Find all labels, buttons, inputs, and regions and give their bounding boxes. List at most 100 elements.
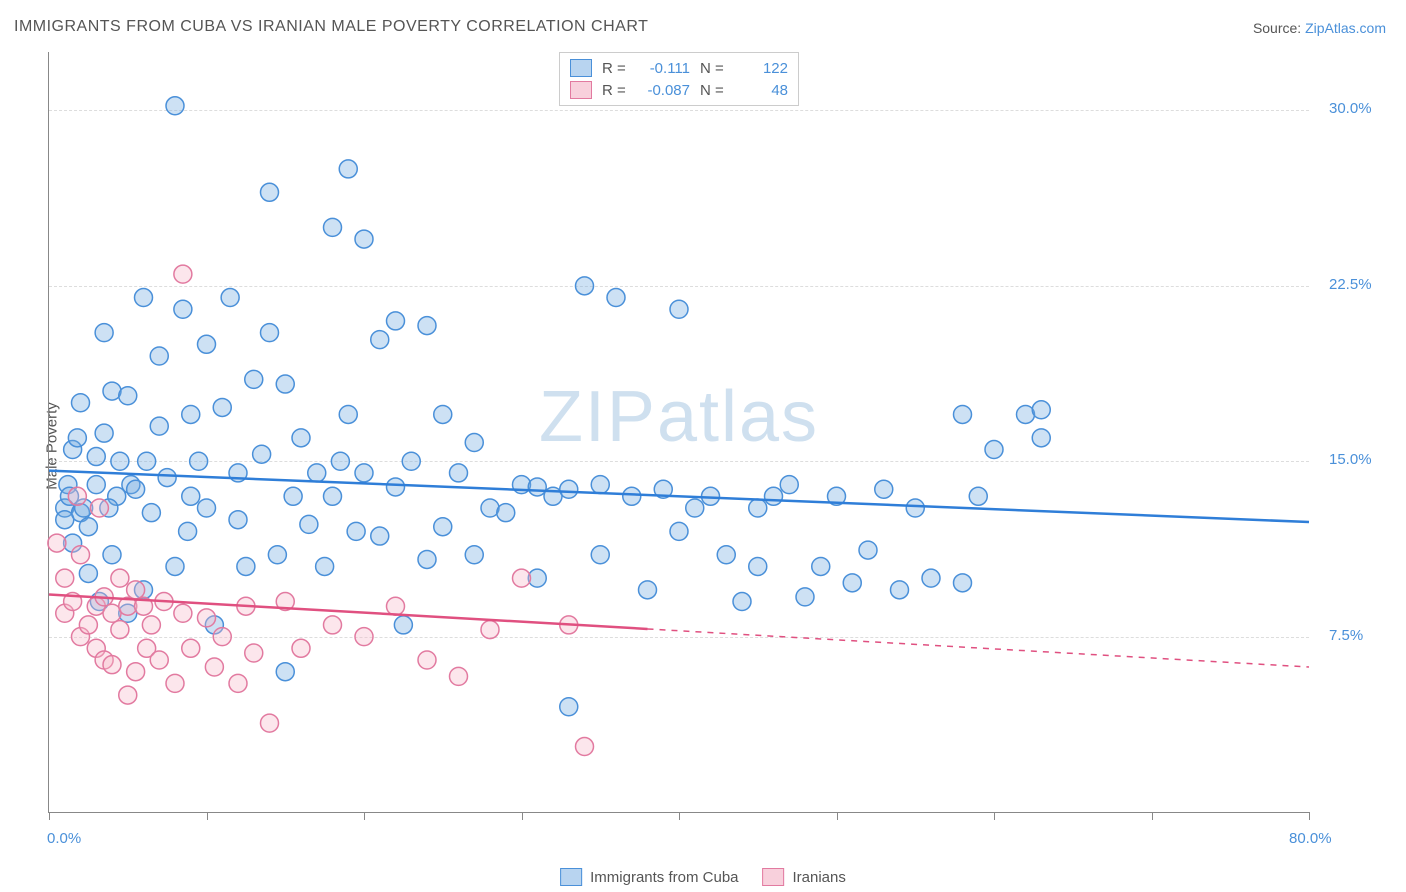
data-point xyxy=(969,487,987,505)
data-point xyxy=(135,289,153,307)
data-point xyxy=(268,546,286,564)
data-point xyxy=(103,546,121,564)
data-point xyxy=(402,452,420,470)
legend-series: Immigrants from Cuba Iranians xyxy=(560,868,846,886)
data-point xyxy=(87,448,105,466)
data-point xyxy=(316,557,334,575)
data-point xyxy=(142,504,160,522)
data-point xyxy=(576,277,594,295)
data-point xyxy=(158,469,176,487)
data-point xyxy=(142,616,160,634)
data-point xyxy=(87,476,105,494)
data-point xyxy=(48,534,66,552)
swatch-iranians xyxy=(570,81,592,99)
swatch-cuba-bottom xyxy=(560,868,582,886)
data-point xyxy=(284,487,302,505)
scatter-svg xyxy=(49,52,1309,812)
data-point xyxy=(717,546,735,564)
data-point xyxy=(127,480,145,498)
data-point xyxy=(245,644,263,662)
x-tick xyxy=(1309,812,1310,820)
x-tick xyxy=(522,812,523,820)
legend-label-cuba: Immigrants from Cuba xyxy=(590,869,738,886)
data-point xyxy=(95,324,113,342)
data-point xyxy=(174,604,192,622)
data-point xyxy=(780,476,798,494)
data-point xyxy=(150,347,168,365)
data-point xyxy=(324,218,342,236)
data-point xyxy=(560,698,578,716)
data-point xyxy=(229,511,247,529)
data-point xyxy=(528,478,546,496)
data-point xyxy=(639,581,657,599)
data-point xyxy=(166,97,184,115)
data-point xyxy=(72,394,90,412)
data-point xyxy=(985,441,1003,459)
data-point xyxy=(749,557,767,575)
data-point xyxy=(355,628,373,646)
data-point xyxy=(198,499,216,517)
data-point xyxy=(166,557,184,575)
data-point xyxy=(190,452,208,470)
data-point xyxy=(875,480,893,498)
data-point xyxy=(371,527,389,545)
y-tick-label: 15.0% xyxy=(1329,451,1372,468)
data-point xyxy=(213,398,231,416)
data-point xyxy=(954,405,972,423)
data-point xyxy=(954,574,972,592)
data-point xyxy=(166,674,184,692)
data-point xyxy=(237,557,255,575)
data-point xyxy=(56,569,74,587)
data-point xyxy=(607,289,625,307)
data-point xyxy=(221,289,239,307)
data-point xyxy=(859,541,877,559)
source-label: Source: xyxy=(1253,20,1301,36)
data-point xyxy=(111,569,129,587)
data-point xyxy=(591,476,609,494)
n-value-cuba: 122 xyxy=(738,60,788,77)
r-value-iranians: -0.087 xyxy=(640,82,690,99)
data-point xyxy=(465,546,483,564)
data-point xyxy=(481,621,499,639)
data-point xyxy=(68,487,86,505)
data-point xyxy=(261,714,279,732)
data-point xyxy=(198,609,216,627)
data-point xyxy=(812,557,830,575)
data-point xyxy=(1032,401,1050,419)
data-point xyxy=(103,656,121,674)
data-point xyxy=(906,499,924,517)
data-point xyxy=(560,480,578,498)
source-link[interactable]: ZipAtlas.com xyxy=(1305,20,1386,36)
data-point xyxy=(213,628,231,646)
data-point xyxy=(276,663,294,681)
n-label-2: N = xyxy=(700,82,728,99)
data-point xyxy=(127,663,145,681)
legend-item-iranians: Iranians xyxy=(763,868,846,886)
r-value-cuba: -0.111 xyxy=(640,60,690,77)
data-point xyxy=(205,658,223,676)
y-tick-label: 22.5% xyxy=(1329,276,1372,293)
data-point xyxy=(324,487,342,505)
data-point xyxy=(765,487,783,505)
trend-line-extrapolated xyxy=(648,629,1310,667)
legend-row-iranians: R = -0.087 N = 48 xyxy=(570,79,788,101)
data-point xyxy=(339,160,357,178)
data-point xyxy=(292,639,310,657)
data-point xyxy=(347,522,365,540)
data-point xyxy=(111,621,129,639)
y-tick-label: 7.5% xyxy=(1329,627,1363,644)
x-tick xyxy=(837,812,838,820)
data-point xyxy=(670,522,688,540)
data-point xyxy=(68,429,86,447)
data-point xyxy=(434,518,452,536)
data-point xyxy=(387,597,405,615)
swatch-iranians-bottom xyxy=(763,868,785,886)
data-point xyxy=(686,499,704,517)
data-point xyxy=(733,593,751,611)
chart-title: IMMIGRANTS FROM CUBA VS IRANIAN MALE POV… xyxy=(14,18,648,36)
x-tick xyxy=(364,812,365,820)
x-tick xyxy=(994,812,995,820)
data-point xyxy=(339,405,357,423)
data-point xyxy=(450,464,468,482)
data-point xyxy=(465,434,483,452)
